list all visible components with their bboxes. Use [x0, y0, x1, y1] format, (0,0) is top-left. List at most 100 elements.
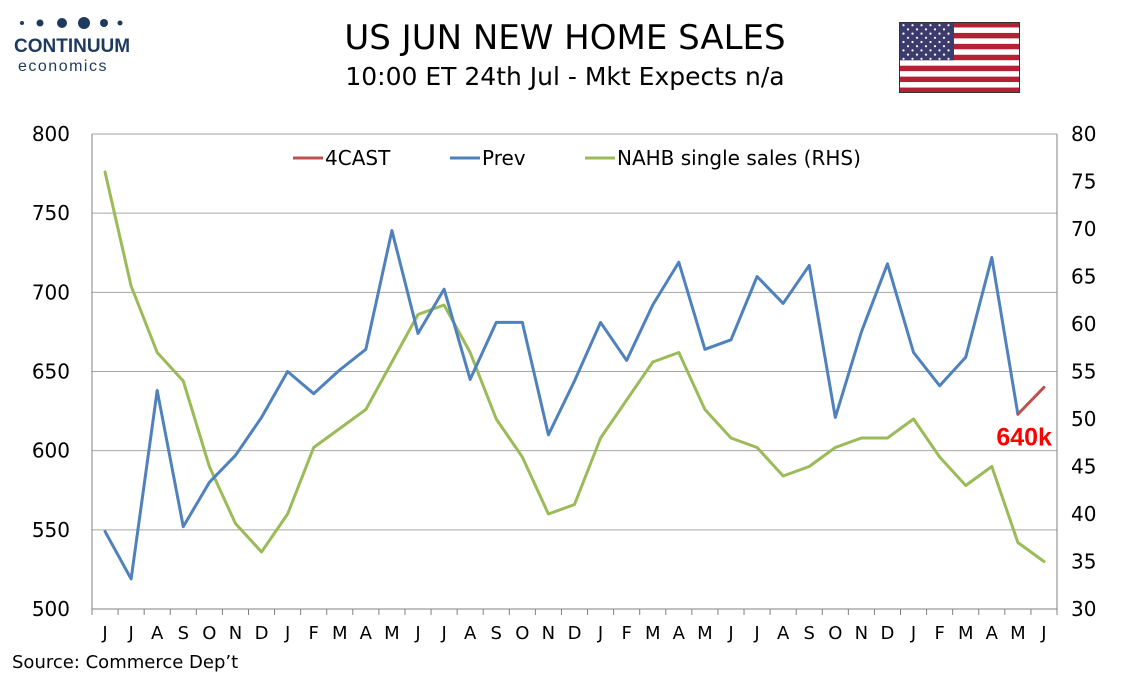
flag-star — [938, 40, 941, 44]
x-tick-label: N — [229, 623, 242, 644]
x-tick-label: D — [881, 623, 895, 644]
y-left-tick-label: 550 — [32, 518, 70, 542]
y-left-tick-label: 500 — [32, 597, 70, 621]
series-line-prev — [103, 229, 1020, 581]
series-line-4cast — [1016, 385, 1046, 416]
flag-star — [920, 57, 923, 60]
chart-title: US JUN NEW HOME SALES — [344, 18, 786, 58]
flag-star — [920, 32, 923, 35]
flag-stripe — [899, 32, 1020, 39]
x-tick-label: S — [178, 623, 189, 644]
x-tick-label: D — [255, 623, 269, 644]
flag-star — [942, 36, 946, 39]
flag-star — [942, 53, 946, 56]
y-right-tick-label: 50 — [1071, 407, 1096, 431]
y-right-tick-label: 65 — [1071, 265, 1096, 289]
flag-star — [933, 45, 937, 48]
x-tick-label: J — [284, 623, 290, 644]
flag-star — [938, 24, 941, 27]
flag-stripe — [899, 49, 1020, 56]
flag-star — [902, 24, 905, 27]
x-tick-label: O — [828, 623, 842, 644]
flag-star — [911, 57, 914, 60]
us-flag-icon — [899, 22, 1020, 93]
flag-star — [947, 32, 950, 35]
x-tick-label: O — [515, 623, 529, 644]
flag-star — [929, 24, 932, 27]
flag-star — [947, 40, 950, 44]
flag-stripe — [899, 27, 1020, 34]
flag-star — [902, 40, 905, 44]
y-right-tick-label: 45 — [1071, 455, 1096, 479]
flag-star — [924, 53, 928, 56]
flag-star — [911, 49, 914, 52]
flag-stripe — [899, 71, 1020, 77]
flag-star — [929, 32, 932, 35]
y-right-tick-label: 75 — [1071, 170, 1096, 194]
flag-star — [942, 28, 946, 31]
flag-star — [933, 53, 937, 56]
flag-star — [938, 57, 941, 60]
flag-star — [920, 49, 923, 52]
y-right-tick-label: 40 — [1071, 502, 1096, 526]
y-right-tick-label: 60 — [1071, 312, 1096, 336]
flag-star — [924, 28, 928, 31]
flag-stripe — [899, 38, 1020, 45]
forecast-annotation: 640k — [996, 423, 1052, 451]
x-tick-label: A — [464, 623, 477, 644]
x-tick-label: N — [855, 623, 868, 644]
x-tick-label: F — [934, 623, 944, 644]
flag-star — [942, 45, 946, 48]
x-tick-label: M — [958, 623, 974, 644]
y-right-tick-label: 70 — [1071, 217, 1096, 241]
y-right-tick-label: 35 — [1071, 550, 1096, 574]
y-left-tick-label: 600 — [32, 439, 70, 463]
x-tick-label: S — [804, 623, 815, 644]
logo-subtitle: economics — [18, 58, 108, 75]
flag-star — [924, 36, 928, 39]
flag-stripe — [899, 43, 1020, 50]
x-tick-label: F — [621, 623, 631, 644]
flag-star — [924, 45, 928, 48]
flag-star — [947, 57, 950, 60]
x-tick-label: A — [673, 623, 686, 644]
flag-star — [915, 28, 919, 31]
x-tick-label: J — [727, 623, 733, 644]
y-left-tick-label: 650 — [32, 360, 70, 384]
x-tick-label: J — [597, 623, 603, 644]
flag-star — [947, 24, 950, 27]
flag-stripe — [899, 65, 1020, 72]
flag-star — [947, 49, 950, 52]
x-tick-label: O — [202, 623, 216, 644]
chart-subtitle: 10:00 ET 24th Jul - Mkt Expects n/a — [345, 62, 785, 91]
y-right-tick-label: 55 — [1071, 360, 1096, 384]
flag-stripe — [899, 54, 1020, 61]
x-tick-label: N — [542, 623, 555, 644]
legend-label: NAHB single sales (RHS) — [617, 146, 861, 170]
flag-star — [915, 36, 919, 39]
x-tick-label: M — [1010, 623, 1026, 644]
flag-star — [929, 40, 932, 44]
flag-star — [911, 40, 914, 44]
flag-star — [915, 53, 919, 56]
x-tick-label: S — [491, 623, 502, 644]
y-left-tick-label: 750 — [32, 201, 70, 225]
x-tick-label: A — [777, 623, 790, 644]
flag-star — [933, 28, 937, 31]
x-tick-label: D — [568, 623, 582, 644]
x-tick-label: J — [753, 623, 759, 644]
flag-stripe — [899, 22, 1020, 28]
flag-star — [906, 36, 910, 39]
x-tick-label: J — [414, 623, 420, 644]
flag-star — [938, 32, 941, 35]
logo-dots-icon — [20, 17, 123, 29]
flag-border — [899, 22, 1020, 93]
legend-label: Prev — [482, 146, 526, 170]
y-right-tick-label: 80 — [1071, 122, 1096, 146]
flag-star — [906, 53, 910, 56]
flag-stripe — [899, 87, 1020, 93]
flag-star — [906, 45, 910, 48]
legend-label: 4CAST — [325, 146, 391, 170]
y-left-tick-label: 700 — [32, 280, 70, 304]
